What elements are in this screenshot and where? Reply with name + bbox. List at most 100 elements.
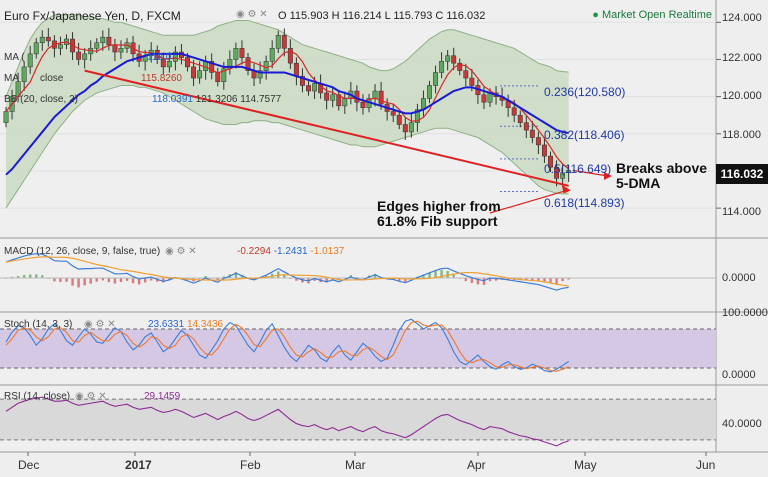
x-tick-label: 2017 bbox=[125, 458, 152, 472]
candle-body bbox=[3, 111, 9, 123]
candle-body bbox=[106, 36, 112, 45]
fib-label-0236: 0.236(120.580) bbox=[544, 85, 626, 99]
stoch-k-value: 23.6331 bbox=[148, 319, 185, 330]
macd-pane-bg bbox=[0, 240, 716, 310]
macd-histogram-bar bbox=[373, 273, 377, 278]
candle-body bbox=[275, 35, 281, 49]
macd-histogram-bar bbox=[35, 274, 38, 278]
bb-values: 118.0391 121.3206 114.7577 bbox=[152, 94, 281, 105]
macd-histogram-bar bbox=[440, 270, 443, 278]
candle-body bbox=[481, 94, 487, 103]
x-tick-label: Jun bbox=[696, 458, 716, 472]
candle-body bbox=[239, 48, 245, 58]
bollinger-lower-line bbox=[5, 84, 569, 209]
ohlc-values: O 115.903 H 116.214 L 115.793 C 116.032 bbox=[278, 10, 486, 22]
fib-label-0382: 0.382(118.406) bbox=[544, 128, 625, 142]
ma-fast-line bbox=[5, 41, 570, 170]
macd-histogram-bar bbox=[162, 278, 165, 283]
macd-histogram-bar bbox=[22, 275, 26, 278]
price-tick: 120.000 bbox=[722, 90, 762, 102]
candle-body bbox=[457, 62, 463, 71]
macd-histogram-bar bbox=[234, 272, 238, 278]
bollinger-band-fill bbox=[6, 14, 569, 209]
macd-histogram-bar bbox=[83, 278, 86, 286]
macd-histogram-bar bbox=[119, 278, 123, 283]
candle-body bbox=[511, 107, 517, 116]
header-controls-icon[interactable]: ◉ ⚙ ✕ bbox=[236, 9, 268, 20]
arrow-breaks-head bbox=[604, 172, 612, 180]
macd-histogram-bar bbox=[525, 278, 528, 281]
candle-body bbox=[172, 51, 178, 62]
candle-body bbox=[396, 114, 402, 125]
current-price-badge: 116.032 bbox=[716, 164, 768, 184]
macd-histogram-bar bbox=[543, 278, 546, 283]
macd-controls-icon[interactable]: ◉ ⚙ ✕ bbox=[165, 246, 197, 257]
macd-histogram-bar bbox=[107, 278, 111, 283]
macd-histogram-bar bbox=[295, 278, 298, 281]
macd-histogram-bar bbox=[488, 278, 492, 282]
stoch-d-value: 14.3436 bbox=[186, 319, 224, 330]
candle-body bbox=[402, 124, 408, 133]
ma-b-label: MA bbox=[4, 73, 19, 84]
candle-body bbox=[566, 170, 572, 174]
candle-body bbox=[281, 35, 287, 49]
candle-body bbox=[378, 90, 384, 105]
stoch-label: Stoch (14, 3, 3) bbox=[4, 319, 73, 330]
macd-histogram-bar bbox=[77, 278, 80, 288]
price-tick: 122.000 bbox=[722, 52, 762, 64]
macd-histogram-bar bbox=[506, 278, 510, 280]
stoch-values: 23.6331 14.3436 bbox=[148, 319, 223, 330]
ma-a-value: 118.0 bbox=[147, 52, 172, 63]
macd-histogram-bar bbox=[404, 278, 407, 282]
candle-body bbox=[535, 137, 541, 146]
candle-body bbox=[372, 90, 378, 99]
bb-upper-value: 121.3206 bbox=[195, 94, 238, 105]
candle-body bbox=[221, 68, 227, 83]
fib-label-05: 0.5(116.649) bbox=[544, 162, 612, 176]
bb-lower-value: 114.7577 bbox=[240, 94, 282, 105]
annotation-line: Breaks above bbox=[616, 160, 708, 176]
realtime-label: Realtime bbox=[668, 9, 712, 21]
candle-body bbox=[257, 70, 263, 79]
candle-body bbox=[451, 55, 457, 64]
ma-b-close: close bbox=[40, 73, 64, 84]
candle-body bbox=[94, 42, 100, 49]
candle-body bbox=[160, 59, 166, 68]
macd-label: MACD (12, 26, close, 9, false, true) bbox=[4, 246, 161, 257]
macd-histogram-bar bbox=[143, 278, 147, 283]
annotation-edges-higher: Edges higher from 61.8% Fib support bbox=[377, 199, 501, 229]
macd-histogram-bar bbox=[252, 278, 256, 280]
candle-body bbox=[100, 36, 106, 43]
annotation-breaks-above: Breaks above 5-DMA bbox=[616, 161, 707, 191]
stoch-tick: 0.0000 bbox=[722, 369, 756, 381]
candle-body bbox=[336, 94, 342, 107]
macd-histogram-bar bbox=[65, 278, 68, 282]
macd-histogram-bar bbox=[41, 275, 44, 278]
macd-histogram-bar bbox=[531, 278, 534, 282]
candle-body bbox=[414, 109, 420, 123]
macd-histogram-bar bbox=[464, 278, 467, 282]
macd-histogram-bar bbox=[549, 278, 552, 284]
candle-body bbox=[82, 53, 88, 60]
macd-histogram-bar bbox=[216, 278, 219, 281]
macd-histogram-bar bbox=[446, 270, 449, 278]
macd-histogram-bar bbox=[283, 275, 286, 278]
candle-body bbox=[76, 51, 82, 60]
price-tick: 124.000 bbox=[722, 12, 762, 24]
stoch-controls-icon[interactable]: ◉ ⚙ ✕ bbox=[84, 319, 116, 330]
candle-body bbox=[560, 172, 566, 179]
fib-label-0618: 0.618(114.893) bbox=[544, 196, 625, 210]
macd-histogram-bar bbox=[422, 274, 425, 278]
candle-body bbox=[58, 44, 63, 49]
macd-histogram-bar bbox=[476, 278, 480, 285]
candle-body bbox=[548, 155, 553, 168]
macd-histogram-bar bbox=[113, 278, 117, 284]
rsi-tick: 40.0000 bbox=[722, 418, 762, 430]
candle-body bbox=[197, 70, 203, 79]
rsi-controls-icon[interactable]: ◉ ⚙ ✕ bbox=[75, 391, 107, 402]
macd-histogram-bar bbox=[95, 278, 98, 282]
macd-histogram-bar bbox=[89, 278, 92, 284]
macd-histogram-bar bbox=[555, 278, 558, 284]
price-tick: 118.000 bbox=[722, 129, 761, 141]
arrow-edges-line bbox=[489, 189, 567, 214]
